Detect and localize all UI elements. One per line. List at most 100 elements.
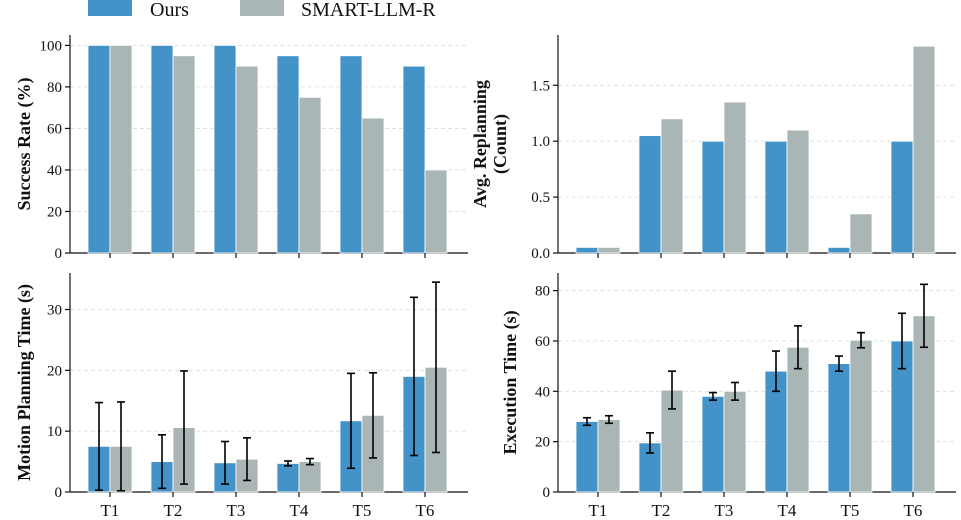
bar-ours-t1: [575, 421, 599, 493]
y-tick-label: 40: [47, 163, 62, 179]
y-tick-label: 60: [47, 121, 62, 137]
panel-motion: 0 10 20 30 Motion Planning Time (s) T1 T2 T3 T4 T…: [14, 273, 468, 520]
bar-ours-t4: [276, 55, 300, 254]
bar-ours-t6: [890, 140, 914, 254]
bar-smart-t4: [298, 96, 322, 254]
error-bar-ours-t1: [95, 401, 103, 491]
y-tick-label: 80: [47, 80, 62, 96]
y-axis-title: Avg. Replanning(Count): [470, 80, 511, 208]
bar-smart-t5: [849, 339, 873, 493]
bar-ours-t1: [575, 247, 599, 254]
error-bar-smart-t4: [794, 325, 802, 370]
y-axis-title: Execution Time (s): [500, 310, 521, 454]
x-tick-label: T2: [652, 501, 671, 520]
bar-smart-t4: [786, 129, 810, 254]
y-tick-label: 0: [543, 485, 551, 501]
error-bar-ours-t5: [835, 355, 843, 372]
y-tick-label: 20: [47, 363, 62, 379]
panel-replanning: 0.0 0.5 1.0 1.5 Avg. Replanning(Count): [470, 35, 956, 262]
y-tick-label: 40: [535, 384, 550, 400]
y-tick-label: 1.0: [531, 134, 550, 150]
bar-ours-t5: [827, 363, 851, 493]
error-bar-ours-t6: [898, 312, 906, 370]
error-bar-ours-t5: [347, 372, 355, 470]
bar-ours-t1: [87, 44, 111, 254]
error-bar-smart-t4: [306, 457, 314, 466]
error-bar-smart-t5: [369, 371, 377, 459]
bar-ours-t2: [150, 44, 174, 254]
bar-smart-t1: [597, 419, 621, 493]
error-bar-smart-t2: [668, 370, 676, 410]
error-bar-smart-t5: [857, 331, 865, 349]
bar-smart-t4: [298, 461, 322, 493]
x-tick-label: T2: [164, 501, 183, 520]
y-tick-label: 0: [55, 485, 63, 501]
bar-smart-t1: [109, 44, 133, 254]
error-bar-ours-t4: [772, 350, 780, 393]
panel-execution: 0 20 40 60 80 Execution Time (s) T1 T2 T3 T4 T5 T6: [500, 273, 956, 520]
y-tick-label: 0.5: [531, 190, 550, 206]
y-axis-title: Motion Planning Time (s): [14, 284, 35, 481]
y-tick-label: 0: [55, 246, 63, 262]
bar-smart-t6: [424, 169, 448, 254]
y-tick-label: 20: [47, 204, 62, 220]
error-bar-ours-t3: [709, 391, 717, 401]
bar-ours-t3: [701, 140, 725, 254]
x-tick-label: T5: [353, 501, 372, 520]
y-tick-label: 60: [535, 334, 550, 350]
error-bar-smart-t3: [243, 437, 251, 482]
x-tick-label: T4: [778, 501, 797, 520]
x-tick-label: T5: [841, 501, 860, 520]
bar-ours-t3: [213, 44, 237, 254]
bar-ours-t3: [701, 395, 725, 493]
error-bar-ours-t6: [410, 296, 418, 457]
x-tick-label: T6: [416, 501, 435, 520]
y-tick-label: 20: [535, 435, 550, 451]
error-bar-ours-t2: [158, 434, 166, 490]
bar-smart-t5: [849, 213, 873, 254]
bar-ours-t6: [402, 65, 426, 254]
error-bar-ours-t2: [646, 432, 654, 454]
y-tick-label: 80: [535, 284, 550, 300]
bar-smart-t3: [723, 101, 747, 254]
bar-smart-t2: [172, 55, 196, 254]
bar-ours-t4: [276, 463, 300, 493]
bar-ours-t5: [827, 247, 851, 254]
bar-smart-t3: [723, 390, 747, 493]
x-tick-label: T1: [101, 501, 120, 520]
legend-swatch-smart: [240, 0, 284, 16]
error-bar-smart-t1: [117, 401, 125, 492]
bar-smart-t6: [912, 45, 936, 254]
bar-ours-t4: [764, 140, 788, 254]
bar-ours-t2: [638, 135, 662, 254]
x-tick-label: T6: [904, 501, 923, 520]
x-tick-label: T1: [589, 501, 608, 520]
bar-smart-t2: [660, 118, 684, 254]
bar-smart-t1: [597, 247, 621, 254]
legend-label-ours: Ours: [150, 0, 189, 21]
y-tick-label: 1.5: [531, 78, 550, 94]
bar-smart-t5: [361, 117, 385, 254]
y-tick-label: 100: [40, 38, 63, 54]
x-tick-label: T3: [715, 501, 734, 520]
error-bar-smart-t6: [920, 283, 928, 349]
error-bar-smart-t3: [731, 381, 739, 401]
error-bar-smart-t6: [432, 281, 440, 454]
legend: Ours SMART-LLM-R: [88, 0, 436, 21]
x-tick-label: T4: [290, 501, 309, 520]
error-bar-smart-t2: [180, 370, 188, 485]
error-bar-ours-t4: [284, 460, 292, 467]
bar-smart-t3: [235, 65, 259, 254]
legend-label-smart: SMART-LLM-R: [301, 0, 436, 21]
error-bar-ours-t3: [221, 440, 229, 485]
legend-swatch-ours: [88, 0, 132, 16]
bar-ours-t5: [339, 55, 363, 254]
error-bar-smart-t1: [605, 414, 613, 425]
x-tick-label: T3: [227, 501, 246, 520]
error-bar-ours-t1: [583, 416, 591, 427]
panel-success: 0 20 40 60 80 100 Success Rate (%): [14, 35, 468, 262]
y-axis-title: Success Rate (%): [14, 78, 35, 211]
y-tick-label: 10: [47, 424, 62, 440]
y-tick-label: 30: [47, 303, 62, 319]
